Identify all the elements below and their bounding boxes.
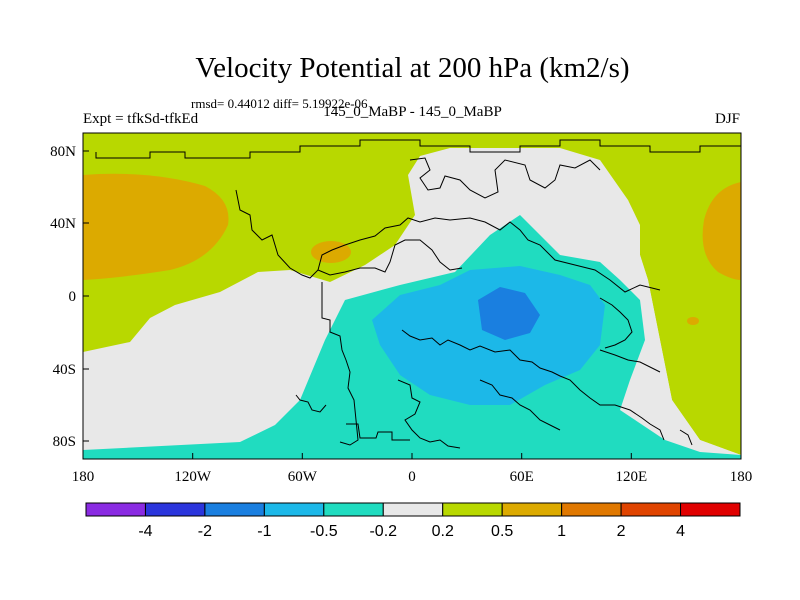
x-tick-label: 180: [730, 469, 753, 485]
y-tick-label: 80N: [50, 144, 76, 160]
colorbar-swatch: [85, 502, 146, 517]
colorbar-swatch: [501, 502, 563, 517]
field-pos-mid-dot: [687, 317, 699, 325]
x-tick-label: 120E: [615, 469, 647, 485]
colorbar-swatch: [323, 502, 384, 517]
y-tick-label: 80S: [53, 434, 76, 450]
x-ticks: [82, 453, 742, 459]
y-tick-labels: 80N 40N 0 40S 80S: [50, 144, 76, 450]
colorbar-label: 0.5: [491, 523, 513, 540]
field-pos-mid-small: [311, 241, 351, 263]
y-tick-label: 40N: [50, 216, 76, 232]
field-pos-mid-west: [83, 173, 229, 280]
colorbar-swatch: [204, 502, 265, 517]
x-tick-label: 120W: [174, 469, 212, 485]
colorbar-swatch: [263, 502, 325, 517]
x-tick-label: 60W: [288, 469, 318, 485]
field-pos-mid-east: [702, 182, 741, 280]
x-tick-label: 180: [72, 469, 95, 485]
x-tick-labels: 180 120W 60W 0 60E 120E 180: [72, 469, 753, 485]
contour-field: [83, 133, 741, 459]
colorbar-label: -2: [198, 523, 212, 540]
colorbar: [85, 502, 741, 517]
stats-label: rmsd= 0.44012 diff= 5.19922e-06: [191, 96, 368, 111]
colorbar-label: -0.5: [310, 523, 338, 540]
colorbar-label: -4: [138, 523, 152, 540]
y-tick-label: 0: [69, 289, 77, 305]
colorbar-label: 0.2: [432, 523, 454, 540]
x-tick-label: 0: [408, 469, 416, 485]
field-neg-strong: [478, 287, 540, 340]
y-tick-label: 40S: [53, 362, 76, 378]
colorbar-swatch: [382, 502, 444, 517]
coastlines: [95, 139, 741, 449]
y-ticks: [83, 150, 89, 442]
colorbar-swatch: [144, 502, 206, 517]
experiment-label: Expt = tfkSd-tfkEd: [83, 111, 199, 127]
colorbar-swatch: [680, 502, 741, 517]
colorbar-labels: -4 -2 -1 -0.5 -0.2 0.2 0.5 1 2 4: [138, 523, 685, 540]
map-title: Velocity Potential at 200 hPa (km2/s): [195, 52, 630, 84]
colorbar-swatch: [561, 502, 622, 517]
period-label: 145_0_MaBP - 145_0_MaBP: [323, 104, 502, 120]
colorbar-label: -0.2: [369, 523, 397, 540]
colorbar-label: 2: [617, 523, 626, 540]
colorbar-label: 4: [676, 523, 685, 540]
season-label: DJF: [714, 111, 740, 127]
colorbar-label: 1: [557, 523, 566, 540]
colorbar-swatch: [620, 502, 682, 517]
colorbar-swatch: [442, 502, 503, 517]
colorbar-label: -1: [257, 523, 271, 540]
x-tick-label: 60E: [510, 469, 534, 485]
